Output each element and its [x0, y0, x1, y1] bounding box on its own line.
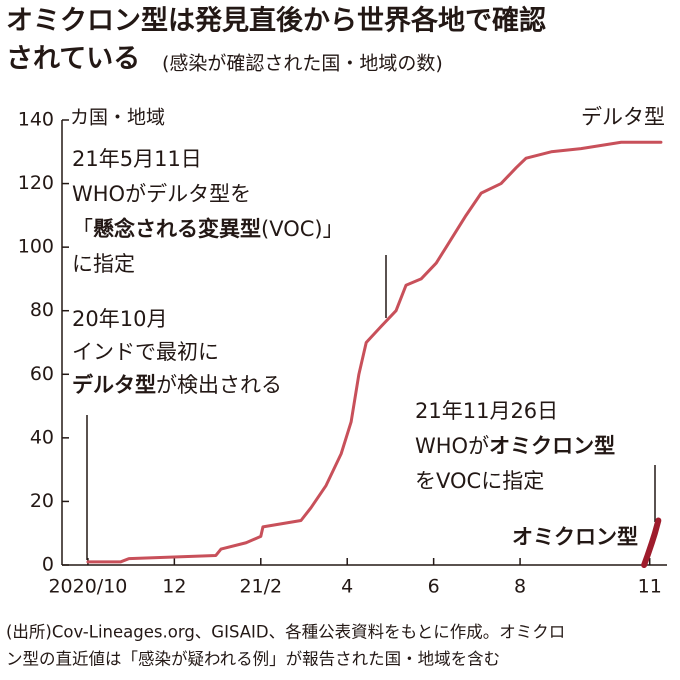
y-tick-label: 140: [18, 109, 54, 131]
annotation-segment: WHOがデルタ型を: [72, 182, 251, 206]
series-line: [86, 140, 663, 564]
y-tick-label: 40: [30, 426, 54, 448]
y-tick-label: 0: [42, 554, 54, 576]
series-label: オミクロン型: [512, 525, 638, 549]
x-tick-label: 12: [162, 576, 186, 598]
y-tick-label: 120: [18, 172, 54, 194]
y-axis-label: カ国・地域: [70, 107, 165, 129]
annotation-segment: 「: [72, 217, 93, 241]
chart-subtitle: (感染が確認された国・地域の数): [162, 53, 443, 75]
annotation-segment: 21年11月26日: [415, 399, 558, 423]
annotation-segment: をVOCに指定: [415, 469, 544, 493]
annotation-segment: 21年5月11日: [72, 147, 202, 171]
y-tick-label: 80: [30, 299, 54, 321]
annotation: WHOがオミクロン型: [415, 434, 615, 458]
x-tick-label: 8: [514, 576, 526, 598]
annotation-segment: が検出される: [156, 373, 282, 397]
chart-title: されている: [6, 44, 140, 75]
annotation-segment: 懸念される変異型: [93, 217, 261, 241]
annotation-segment: に指定: [72, 252, 135, 276]
annotation: インドで最初に: [72, 340, 219, 364]
x-tick-label: 11: [638, 576, 662, 598]
x-tick-label: 21/2: [239, 576, 282, 598]
annotation-segment: WHOが: [415, 434, 489, 458]
annotation: に指定: [72, 252, 135, 276]
source-note: (出所)Cov-Lineages.org、GISAID、各種公表資料をもとに作成…: [6, 623, 565, 642]
annotation-segment: (VOC)」: [261, 217, 344, 241]
annotation: デルタ型が検出される: [72, 373, 282, 397]
y-tick-label: 60: [30, 363, 54, 385]
annotation: 「懸念される変異型(VOC)」: [72, 217, 344, 241]
annotation: 21年11月26日: [415, 399, 558, 423]
annotation-segment: 20年10月: [72, 307, 167, 331]
source-note: ン型の直近値は「感染が疑われる例」が報告された国・地域を含む: [6, 650, 500, 669]
x-tick-label: 2020/10: [48, 576, 127, 598]
annotation: 20年10月: [72, 307, 167, 331]
annotation-segment: オミクロン型: [489, 434, 615, 458]
series-line: [641, 517, 662, 568]
x-tick-label: 4: [341, 576, 353, 598]
annotation-segment: デルタ型: [72, 373, 156, 397]
annotation: WHOがデルタ型を: [72, 182, 251, 206]
annotation: をVOCに指定: [415, 469, 544, 493]
y-tick-label: 100: [18, 236, 54, 258]
x-tick-label: 6: [428, 576, 440, 598]
annotation: 21年5月11日: [72, 147, 202, 171]
y-tick-label: 20: [30, 490, 54, 512]
chart-title: オミクロン型は発見直後から世界各地で確認: [6, 5, 546, 37]
annotation-segment: インドで最初に: [72, 340, 219, 364]
series-label: デルタ型: [581, 105, 665, 129]
